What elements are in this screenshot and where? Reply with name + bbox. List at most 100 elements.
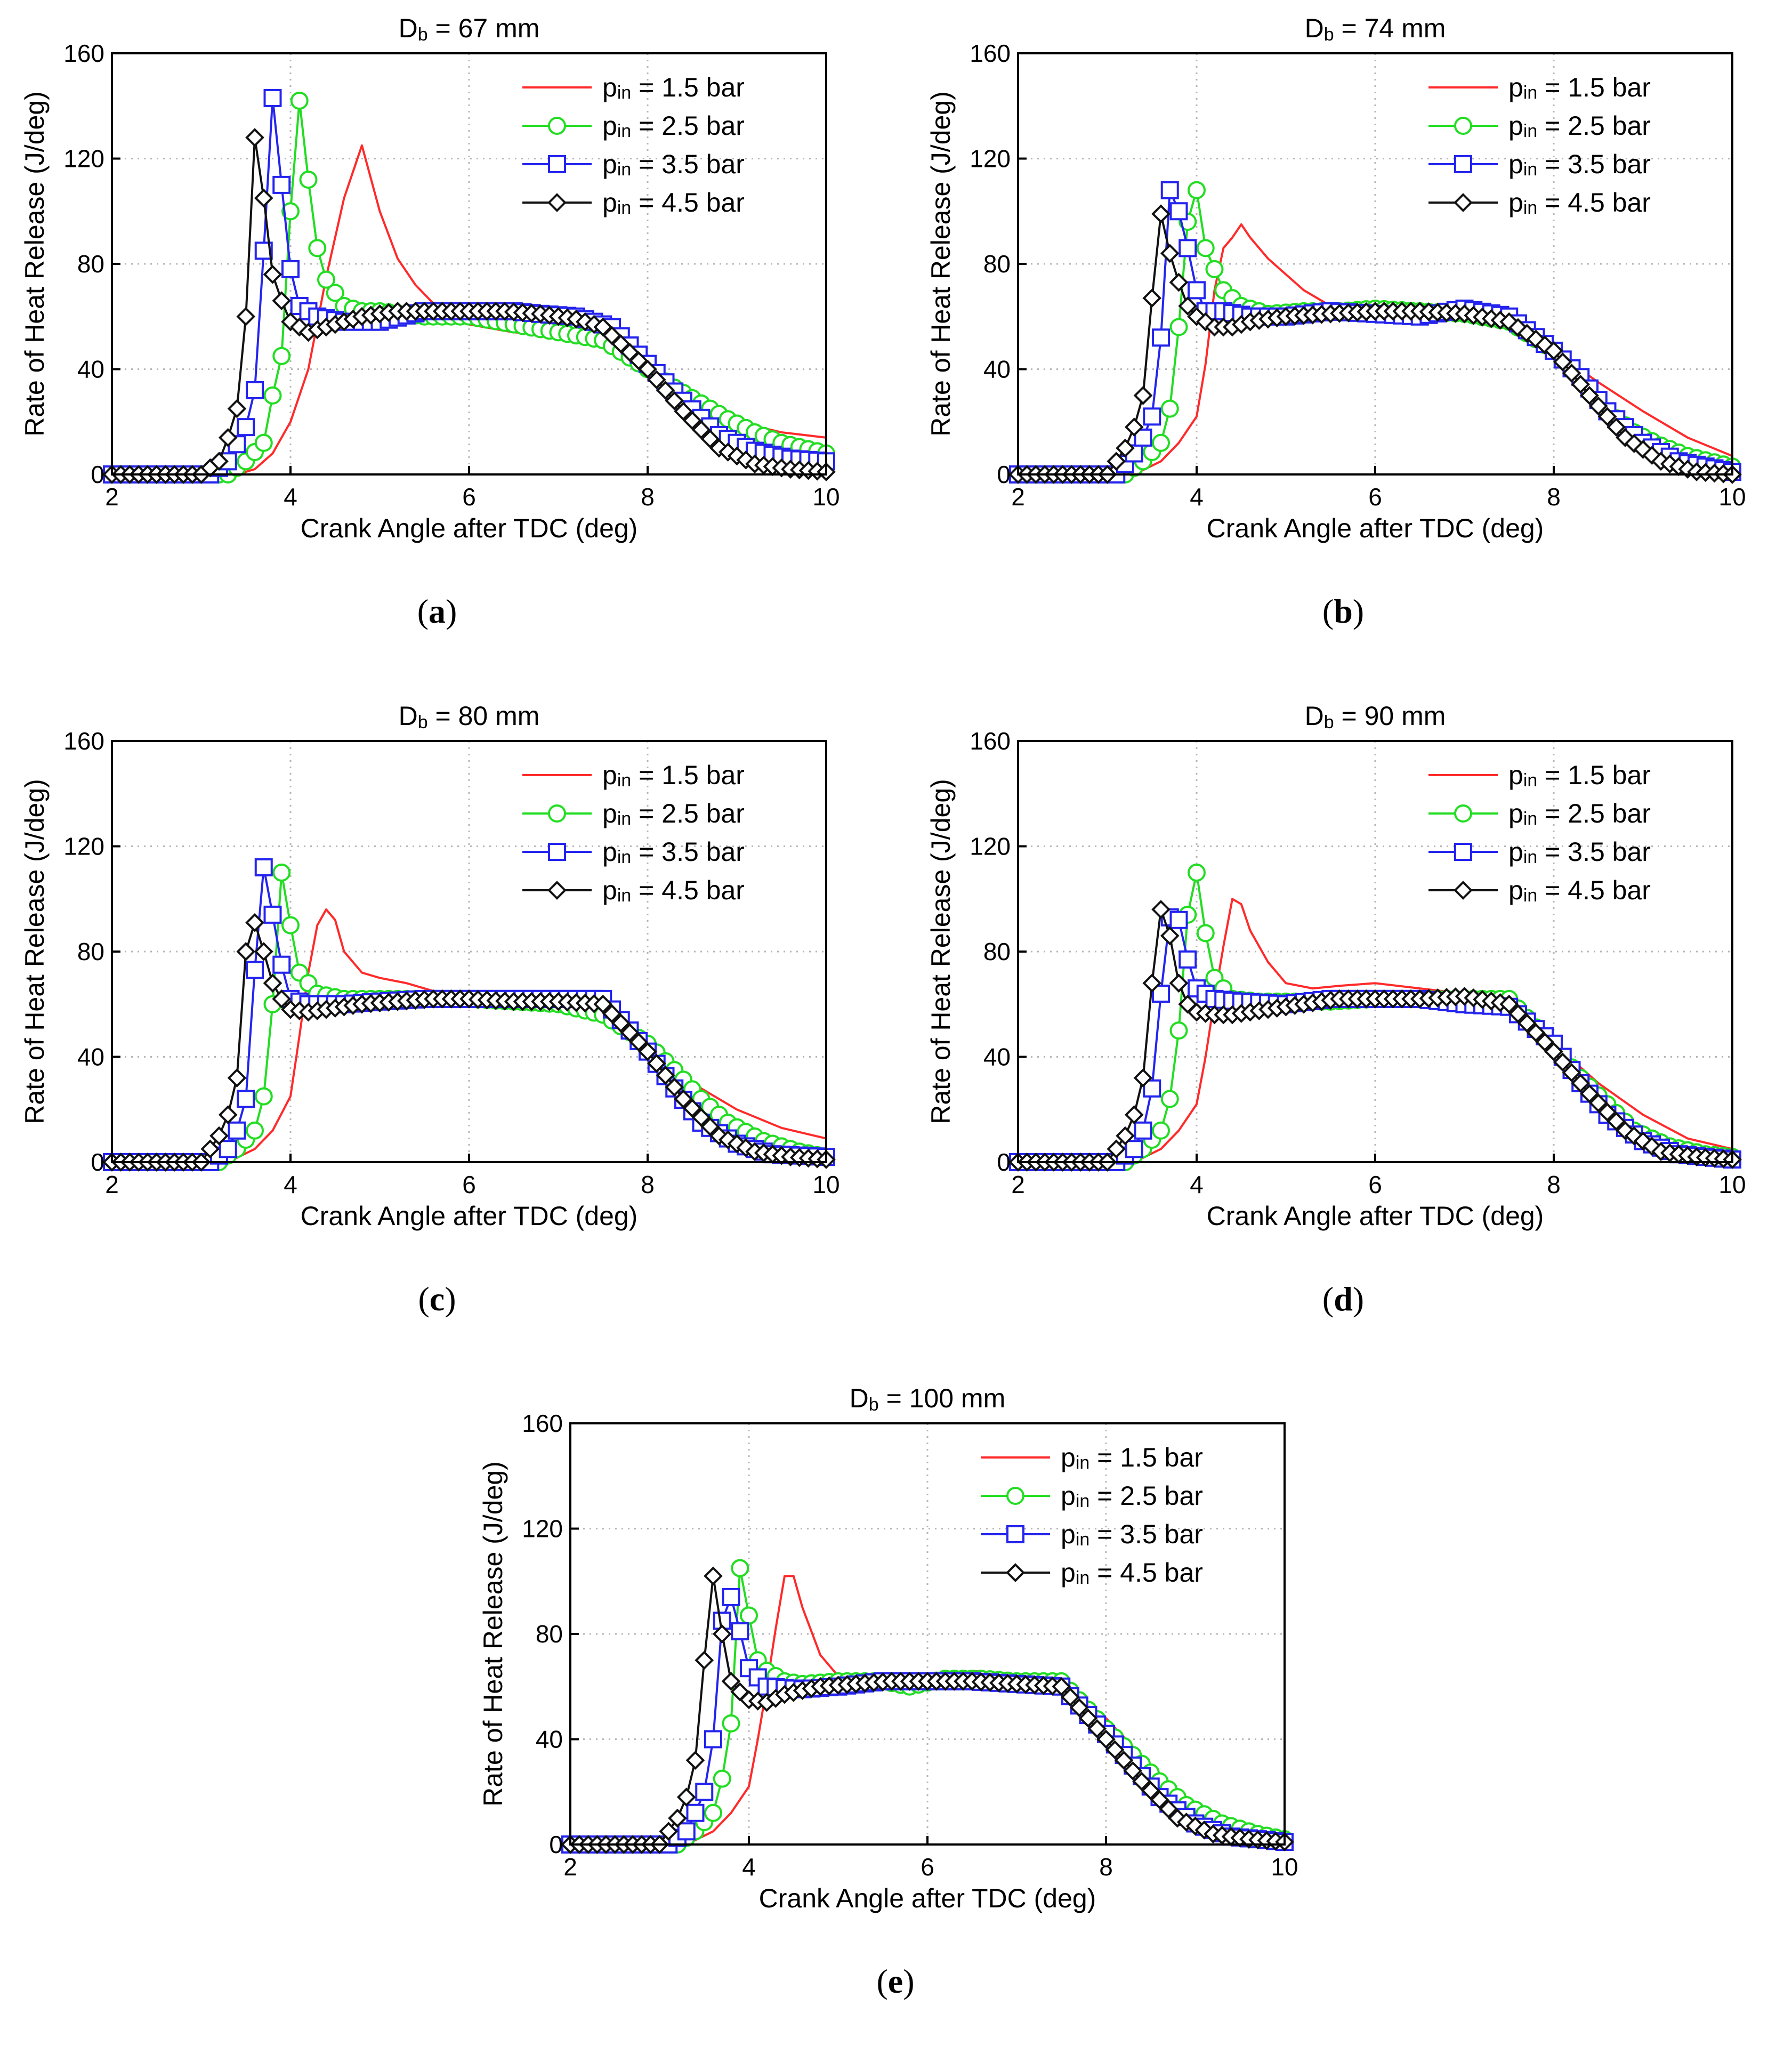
y-axis-label: Rate of Heat Release (J/deg)	[926, 91, 956, 437]
data-point	[704, 1803, 722, 1822]
data-point	[308, 239, 327, 257]
y-axis-label: Rate of Heat Release (J/deg)	[926, 779, 956, 1124]
series-4	[1008, 900, 1742, 1172]
data-point	[1188, 863, 1206, 882]
data-point	[317, 270, 335, 289]
data-point	[272, 863, 291, 882]
data-point	[695, 1783, 714, 1801]
legend-marker	[1454, 881, 1473, 900]
data-point	[1607, 1111, 1626, 1131]
data-point	[245, 128, 264, 147]
chart-title: Db = 90 mm	[1305, 701, 1446, 732]
x-tick-label: 8	[1547, 1171, 1561, 1198]
data-point	[245, 913, 264, 932]
x-axis-label: Crank Angle after TDC (deg)	[301, 1201, 638, 1231]
data-point	[665, 1077, 684, 1097]
data-point	[1562, 1063, 1581, 1082]
data-point	[721, 1672, 741, 1691]
data-point	[1124, 417, 1144, 437]
y-tick-label: 160	[970, 39, 1011, 67]
data-point	[1132, 1771, 1151, 1791]
legend-marker	[1454, 117, 1472, 135]
data-point	[656, 1066, 675, 1085]
legend-marker	[548, 843, 566, 861]
data-point	[656, 381, 675, 400]
data-point	[218, 428, 238, 447]
data-point	[263, 973, 282, 993]
data-point	[1114, 1751, 1134, 1770]
data-point	[254, 1087, 273, 1106]
y-tick-label: 120	[63, 145, 104, 173]
data-point	[1196, 239, 1215, 257]
data-point	[638, 359, 657, 379]
data-point	[263, 264, 282, 284]
legend-label: pin = 4.5 bar	[1061, 1558, 1203, 1588]
data-point	[659, 1822, 679, 1841]
data-point	[228, 1121, 246, 1140]
legend-entry-4: pin = 4.5 bar	[981, 1558, 1203, 1588]
data-point	[1152, 328, 1170, 347]
data-point	[272, 175, 291, 194]
data-point	[1526, 1023, 1546, 1042]
chart-svg-a: Db = 67 mm 2 4 6 8 10 0 40 80 120 160 Crank Angle a…	[20, 13, 840, 543]
data-point	[1499, 994, 1519, 1014]
chart-panel-d: Db = 90 mm 2 4 6 8 10 0 40 80 120 160 Crank Angle a…	[917, 693, 1770, 1318]
data-point	[1150, 1790, 1169, 1809]
x-axis-label: Crank Angle after TDC (deg)	[1207, 513, 1544, 543]
data-point	[246, 381, 264, 399]
data-point	[1169, 318, 1188, 336]
data-point	[1160, 1090, 1179, 1108]
series-4	[1008, 204, 1742, 484]
data-point	[1607, 417, 1626, 437]
data-point	[1178, 239, 1197, 257]
data-point	[246, 961, 264, 979]
data-point	[299, 171, 318, 189]
data-point	[1188, 281, 1206, 300]
legend-entry-1: pin = 1.5 bar	[1428, 73, 1651, 103]
legend-marker	[548, 117, 566, 135]
y-tick-label: 80	[77, 938, 104, 965]
chart-panel-e: Db = 100 mm 2 4 6 8 10 0 40 80 120 160 Crank Angle …	[469, 1375, 1322, 2000]
chart-panel-a: Db = 67 mm 2 4 6 8 10 0 40 80 120 160 Crank Angle a…	[11, 5, 863, 630]
y-axis-label: Rate of Heat Release (J/deg)	[20, 91, 50, 437]
data-point	[1141, 1781, 1160, 1800]
data-point	[674, 1089, 693, 1109]
data-point	[691, 1108, 711, 1127]
chart-title: Db = 67 mm	[399, 13, 540, 45]
x-tick-label: 6	[1368, 483, 1382, 511]
data-point	[1078, 1709, 1098, 1728]
legend-marker	[1454, 155, 1472, 173]
y-tick-label: 160	[63, 727, 104, 755]
legend-label: pin = 3.5 bar	[602, 837, 745, 867]
data-point	[218, 1105, 238, 1124]
data-point	[674, 401, 693, 421]
data-point	[620, 1023, 640, 1042]
legend-marker	[1006, 1487, 1024, 1505]
legend-entry-1: pin = 1.5 bar	[1428, 760, 1651, 791]
x-axis-label: Crank Angle after TDC (deg)	[1207, 1201, 1544, 1231]
legend-label: pin = 3.5 bar	[602, 149, 745, 180]
legend-label: pin = 4.5 bar	[602, 875, 745, 906]
data-point	[254, 433, 273, 452]
data-point	[272, 291, 292, 310]
x-tick-label: 10	[812, 483, 840, 511]
y-tick-label: 0	[91, 461, 104, 488]
data-point	[1544, 1042, 1563, 1061]
data-point	[704, 1566, 723, 1586]
x-tick-label: 8	[641, 1171, 655, 1198]
data-point	[1151, 900, 1171, 919]
data-point	[682, 1098, 702, 1118]
data-point	[263, 386, 282, 405]
y-tick-label: 120	[63, 833, 104, 860]
data-point	[246, 1121, 264, 1140]
caption-a: (a)	[417, 592, 457, 630]
data-point	[200, 1139, 220, 1159]
data-point	[209, 1126, 229, 1146]
data-point	[1178, 950, 1197, 969]
y-tick-label: 160	[970, 727, 1011, 755]
data-point	[1107, 452, 1126, 471]
data-point	[1597, 407, 1617, 426]
data-point	[1142, 973, 1162, 993]
x-tick-label: 4	[1190, 483, 1204, 511]
legend-marker	[1454, 843, 1472, 861]
